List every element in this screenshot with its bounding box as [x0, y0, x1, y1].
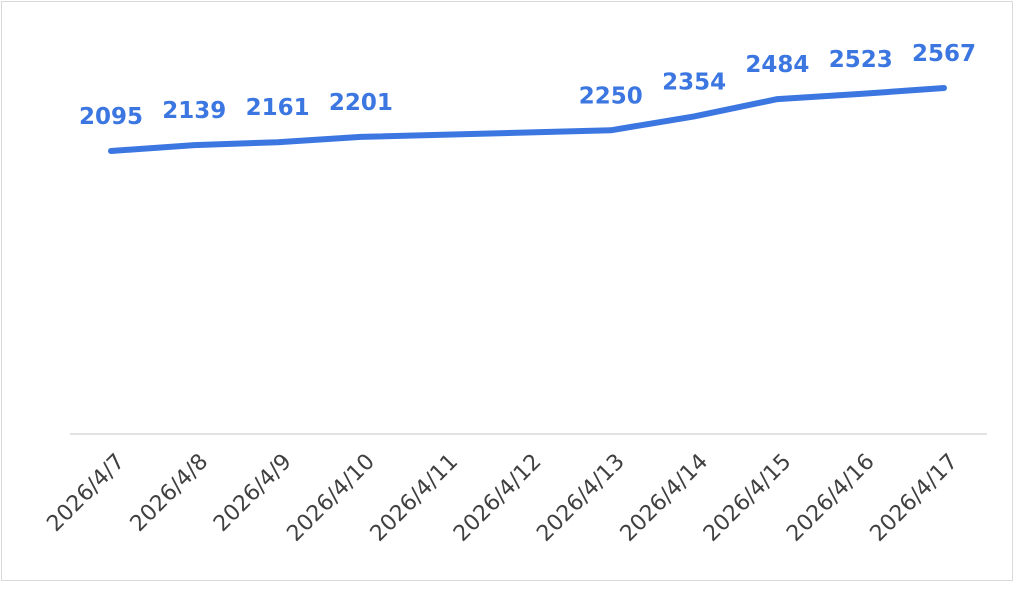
data-label-1: 2139 — [162, 98, 226, 124]
data-label-6: 2484 — [745, 52, 809, 78]
x-tick-label-1: 2026/4/8 — [126, 449, 214, 537]
x-tick-label-7: 2026/4/14 — [616, 449, 713, 546]
x-tick-label-10: 2026/4/17 — [866, 449, 963, 546]
x-tick-label-9: 2026/4/16 — [782, 449, 879, 546]
data-label-7: 2523 — [829, 47, 893, 73]
x-tick-label-6: 2026/4/13 — [532, 449, 629, 546]
x-tick-label-3: 2026/4/10 — [282, 449, 379, 546]
data-label-0: 2095 — [79, 104, 143, 130]
x-tick-label-8: 2026/4/15 — [699, 449, 796, 546]
data-label-3: 2201 — [329, 90, 393, 116]
x-tick-labels: 2026/4/72026/4/82026/4/92026/4/102026/4/… — [42, 449, 963, 546]
data-label-4: 2250 — [579, 83, 643, 109]
x-tick-label-4: 2026/4/11 — [366, 449, 463, 546]
x-tick-label-0: 2026/4/7 — [42, 449, 130, 537]
series-line — [108, 85, 947, 154]
data-labels: 2095 2139 2161 2201 2250 2354 2484 2523 2567 — [79, 41, 976, 130]
data-label-2: 2161 — [246, 95, 310, 121]
x-tick-label-5: 2026/4/12 — [449, 449, 546, 546]
x-tick-label-2: 2026/4/9 — [209, 449, 297, 537]
data-label-8: 2567 — [912, 41, 976, 67]
data-label-5: 2354 — [662, 69, 726, 95]
drop-lines — [110, 88, 945, 410]
